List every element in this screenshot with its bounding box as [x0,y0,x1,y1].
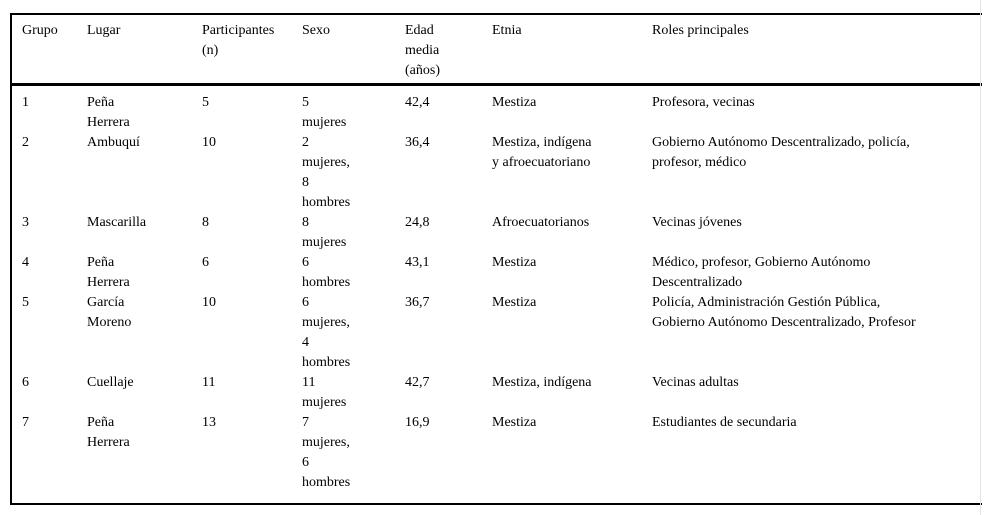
page-edge-divider [980,0,981,515]
cell-etnia: Mestiza [492,415,537,430]
cell-grupo: 5 [22,295,29,310]
table-row-grupo-6: 6 Cuellaje 11 11 mujeres 42,7 Mestiza, i… [12,373,982,413]
cell-participantes: 6 [202,255,209,270]
cell-roles: Estudiantes de secundaria [652,415,797,430]
cell-participantes: 8 [202,215,209,230]
cell-edad-media: 43,1 [405,255,430,270]
cell-lugar: Mascarilla [87,215,147,230]
column-header-edad-media: Edad media (años) [395,15,482,86]
cell-edad-media: 42,4 [405,95,430,110]
header-row: Grupo Lugar Participantes (n) Sexo Edad … [12,15,982,86]
cell-lugar: Ambuquí [87,135,140,150]
cell-participantes: 11 [202,375,216,390]
cell-edad-media: 36,4 [405,135,430,150]
cell-roles: Policía, Administración Gestión Pública,… [652,295,916,330]
cell-grupo: 7 [22,415,29,430]
cell-lugar: Peña Herrera [87,95,130,130]
cell-etnia: Mestiza, indígena [492,375,592,390]
cell-sexo: 6 mujeres, 4 hombres [302,295,351,370]
cell-etnia: Mestiza, indígena y afroecuatoriano [492,135,592,170]
table-row-grupo-7: 7 Peña Herrera 13 7 mujeres, 6 hombres 1… [12,413,982,503]
column-header-participantes: Participantes (n) [192,15,292,86]
table-row-grupo-4: 4 Peña Herrera 6 6 hombres 43,1 Mestiza … [12,253,982,293]
cell-lugar: García Moreno [87,295,132,330]
cell-edad-media: 24,8 [405,215,430,230]
cell-roles: Médico, profesor, Gobierno Autónomo Desc… [652,255,871,290]
table-row-grupo-3: 3 Mascarilla 8 8 mujeres 24,8 Afroecuato… [12,213,982,253]
column-header-roles: Roles principales [642,15,982,86]
cell-lugar: Cuellaje [87,375,134,390]
table-body: 1 Peña Herrera 5 5 mujeres 42,4 Mestiza … [12,86,982,503]
cell-etnia: Mestiza [492,255,537,270]
cell-participantes: 10 [202,295,216,310]
column-header-lugar: Lugar [77,15,192,86]
cell-etnia: Mestiza [492,95,537,110]
cell-sexo: 8 mujeres [302,215,347,250]
table-row-grupo-1: 1 Peña Herrera 5 5 mujeres 42,4 Mestiza … [12,86,982,133]
table-row-grupo-5: 5 García Moreno 10 6 mujeres, 4 hombres … [12,293,982,373]
cell-grupo: 1 [22,95,29,110]
cell-lugar: Peña Herrera [87,415,130,450]
cell-grupo: 6 [22,375,29,390]
column-header-sexo: Sexo [292,15,395,86]
cell-roles: Vecinas adultas [652,375,739,390]
cell-edad-media: 42,7 [405,375,430,390]
cell-sexo: 7 mujeres, 6 hombres [302,415,351,490]
table-header: Grupo Lugar Participantes (n) Sexo Edad … [12,15,982,86]
table-row-grupo-2: 2 Ambuquí 10 2 mujeres, 8 hombres 36,4 M… [12,133,982,213]
cell-etnia: Afroecuatorianos [492,215,590,230]
cell-roles: Vecinas jóvenes [652,215,742,230]
cell-participantes: 13 [202,415,216,430]
cell-edad-media: 36,7 [405,295,430,310]
cell-lugar: Peña Herrera [87,255,130,290]
cell-sexo: 2 mujeres, 8 hombres [302,135,351,210]
cell-edad-media: 16,9 [405,415,430,430]
cell-sexo: 5 mujeres [302,95,347,130]
cell-etnia: Mestiza [492,295,537,310]
cell-grupo: 3 [22,215,29,230]
column-header-etnia: Etnia [482,15,642,86]
cell-sexo: 6 hombres [302,255,351,290]
cell-grupo: 2 [22,135,29,150]
cell-roles: Gobierno Autónomo Descentralizado, polic… [652,135,910,170]
cell-participantes: 10 [202,135,216,150]
column-header-grupo: Grupo [12,15,77,86]
cell-grupo: 4 [22,255,29,270]
cell-participantes: 5 [202,95,209,110]
cell-roles: Profesora, vecinas [652,95,755,110]
focus-groups-table: Grupo Lugar Participantes (n) Sexo Edad … [10,13,982,505]
cell-sexo: 11 mujeres [302,375,347,410]
